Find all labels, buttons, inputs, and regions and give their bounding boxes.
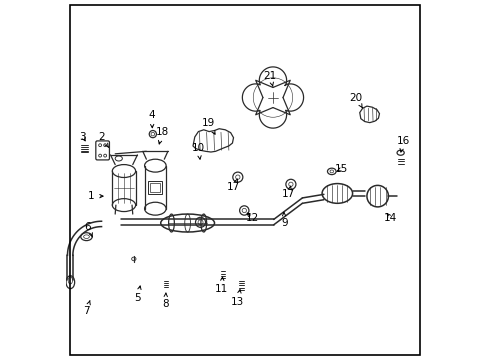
Bar <box>150 183 160 192</box>
Text: 2: 2 <box>98 132 108 147</box>
Text: 14: 14 <box>384 213 397 222</box>
Text: 8: 8 <box>162 293 169 309</box>
Text: 3: 3 <box>79 132 86 142</box>
Text: 9: 9 <box>281 212 288 228</box>
Text: 16: 16 <box>397 136 410 152</box>
Text: 5: 5 <box>134 286 141 303</box>
Text: 6: 6 <box>85 222 93 237</box>
Text: 11: 11 <box>215 277 228 294</box>
Text: 12: 12 <box>245 213 259 222</box>
Text: 18: 18 <box>156 127 169 144</box>
Text: 15: 15 <box>335 164 348 174</box>
Text: 20: 20 <box>349 93 363 108</box>
Text: 21: 21 <box>264 71 277 86</box>
Text: 7: 7 <box>83 301 90 316</box>
Text: 19: 19 <box>202 118 215 134</box>
Text: 13: 13 <box>231 289 245 307</box>
Bar <box>148 181 162 194</box>
Text: 10: 10 <box>192 143 205 159</box>
Text: 17: 17 <box>227 179 240 192</box>
Text: 17: 17 <box>282 186 295 199</box>
Text: 1: 1 <box>88 191 103 201</box>
Text: 4: 4 <box>148 111 155 128</box>
